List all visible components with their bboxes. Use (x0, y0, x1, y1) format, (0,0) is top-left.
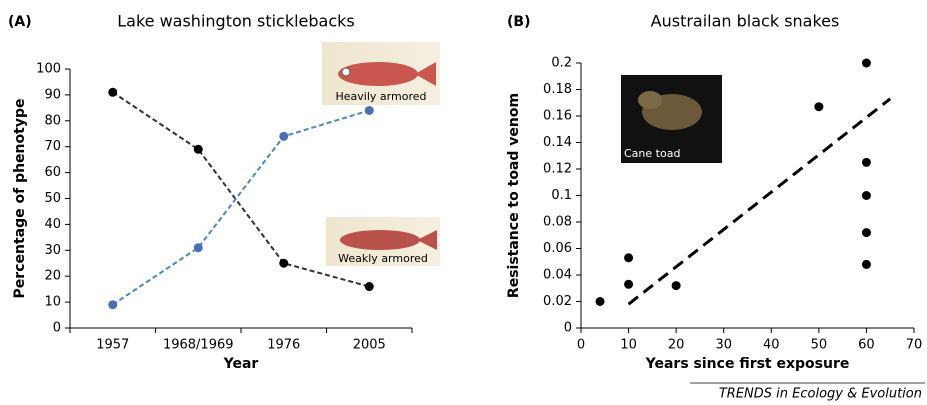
data-point (193, 243, 203, 253)
data-point (193, 144, 203, 154)
chart-title: Lake washington sticklebacks (117, 12, 355, 31)
y-tick-label: 0 (53, 321, 61, 336)
data-point (279, 258, 289, 268)
y-tick-label: 0.04 (543, 268, 572, 283)
data-point (814, 102, 824, 112)
y-tick-label: 80 (44, 113, 61, 128)
data-point (671, 281, 681, 291)
y-axis-label: Resistance to toad venom (506, 93, 522, 298)
x-tick-label: 20 (668, 338, 685, 353)
x-tick-label: 70 (906, 338, 923, 353)
y-tick-label: 60 (44, 165, 61, 180)
series-line (112, 109, 370, 306)
image-caption: Weakly armored (338, 252, 428, 265)
series-line (112, 91, 370, 288)
y-tick-label: 90 (44, 87, 61, 102)
x-axis-label: Years since first exposure (645, 356, 850, 372)
x-tick-label: 30 (715, 338, 732, 353)
x-tick-label: 1968/1969 (163, 338, 234, 353)
y-axis-label: Percentage of phenotype (12, 99, 28, 299)
data-point (861, 191, 871, 200)
y-tick-label: 0.06 (543, 241, 572, 256)
chart-title: Austrailan black snakes (651, 12, 840, 31)
y-tick-label: 70 (44, 139, 61, 154)
data-point (108, 300, 118, 310)
x-tick-label: 60 (858, 338, 875, 353)
data-point (861, 58, 871, 68)
y-tick-label: 0.2 (551, 56, 572, 71)
data-point (624, 253, 634, 263)
y-tick-label: 40 (44, 217, 61, 232)
y-tick-label: 0.16 (543, 109, 572, 124)
data-point (595, 297, 605, 306)
panel-label: (B) (507, 14, 530, 30)
data-point (861, 157, 871, 167)
y-tick-label: 30 (44, 243, 61, 258)
x-tick-label: 10 (620, 338, 637, 353)
y-tick-label: 0.12 (543, 162, 572, 177)
y-tick-label: 10 (44, 295, 61, 310)
image-caption: Cane toad (624, 147, 680, 160)
fish-image-heavy (322, 42, 440, 105)
x-axis-label: Year (223, 356, 259, 372)
data-point (279, 131, 289, 141)
y-tick-label: 0.18 (543, 82, 572, 97)
data-point (861, 259, 871, 269)
x-tick-label: 1976 (267, 338, 300, 353)
y-tick-label: 0.02 (543, 294, 572, 309)
y-tick-label: 50 (44, 191, 61, 206)
y-tick-label: 100 (36, 62, 61, 77)
x-tick-label: 50 (811, 338, 828, 353)
trend-line (627, 97, 892, 306)
fish-image-weak (326, 217, 440, 266)
y-tick-label: 0 (564, 321, 572, 336)
x-tick-label: 2005 (353, 338, 386, 353)
data-point (861, 228, 871, 238)
data-point (364, 282, 374, 292)
y-tick-label: 0.08 (543, 215, 572, 230)
x-tick-label: 0 (577, 338, 585, 353)
toad-image (621, 75, 722, 163)
x-tick-label: 40 (763, 338, 780, 353)
data-point (364, 105, 374, 115)
data-point (108, 87, 118, 97)
data-point (624, 279, 634, 289)
footer: TRENDS in Ecology & Evolution (719, 387, 922, 402)
y-tick-label: 0.14 (543, 135, 572, 150)
y-tick-label: 20 (44, 269, 61, 284)
x-tick-label: 1957 (96, 338, 129, 353)
panel-label: (A) (8, 14, 32, 30)
y-tick-label: 0.1 (551, 188, 572, 203)
image-caption: Heavily armored (336, 90, 427, 103)
